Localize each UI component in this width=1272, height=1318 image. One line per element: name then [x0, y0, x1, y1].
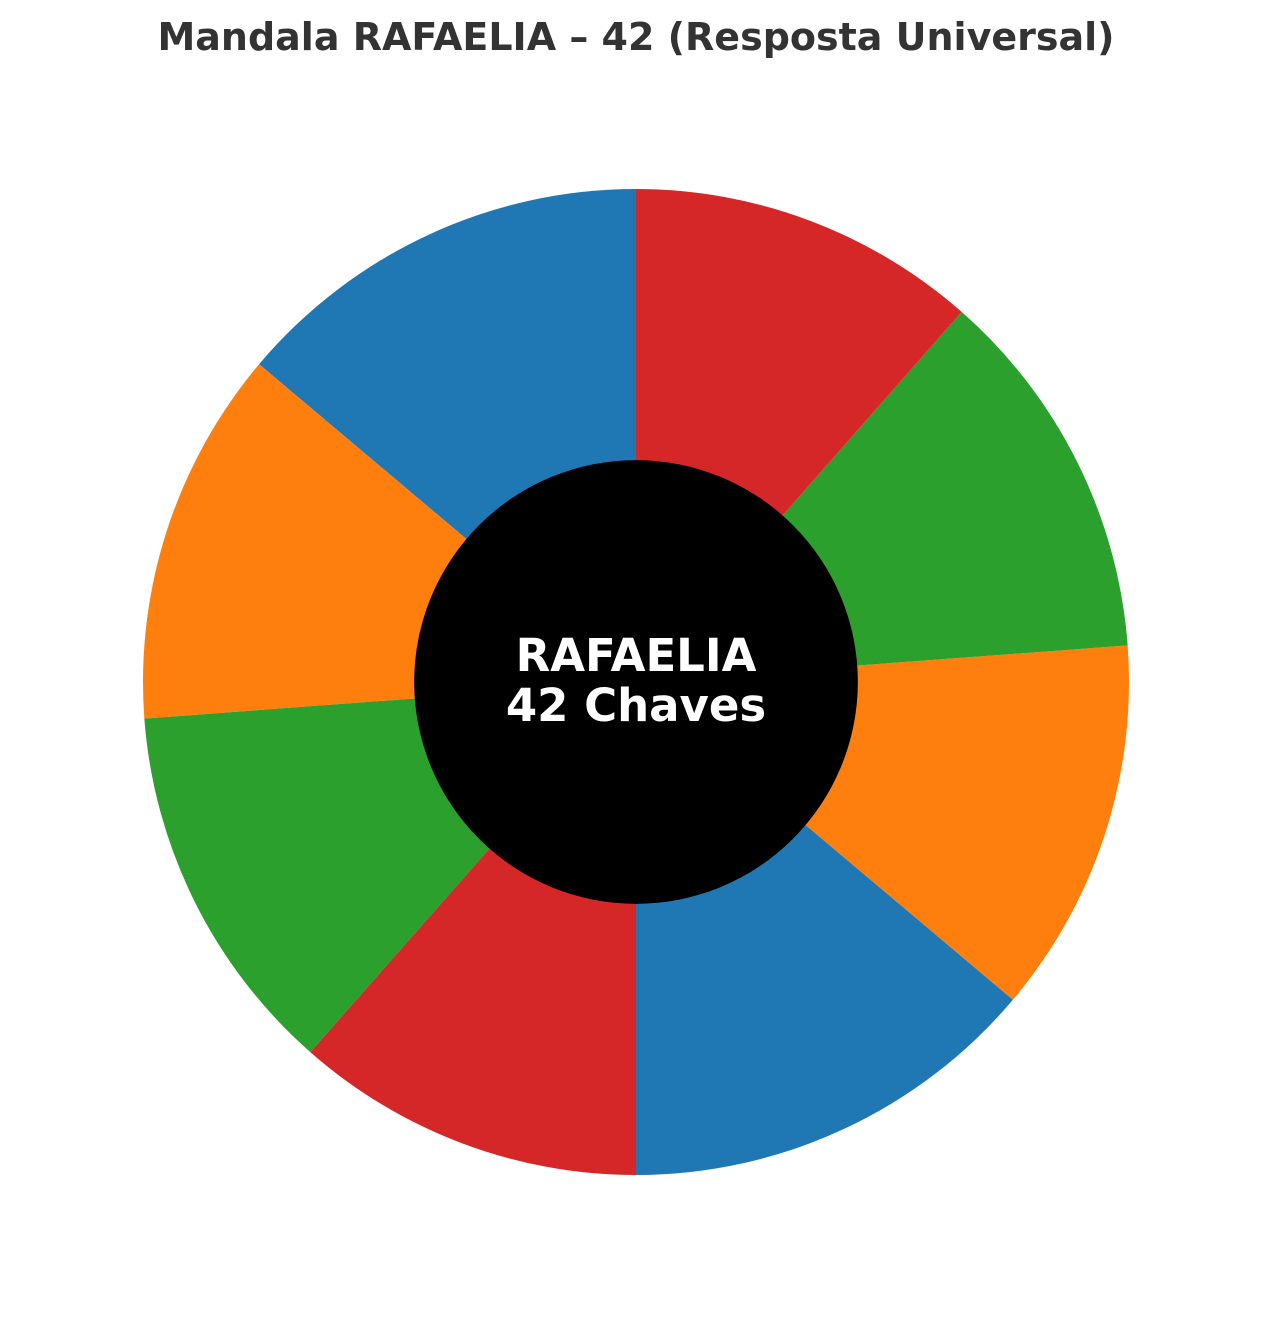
center-disc	[414, 460, 858, 904]
chart-title: Mandala RAFAELIA – 42 (Resposta Universa…	[157, 15, 1114, 59]
center-label-line-1: RAFAELIA	[516, 629, 757, 682]
center-label-line-2: 42 Chaves	[506, 679, 766, 732]
